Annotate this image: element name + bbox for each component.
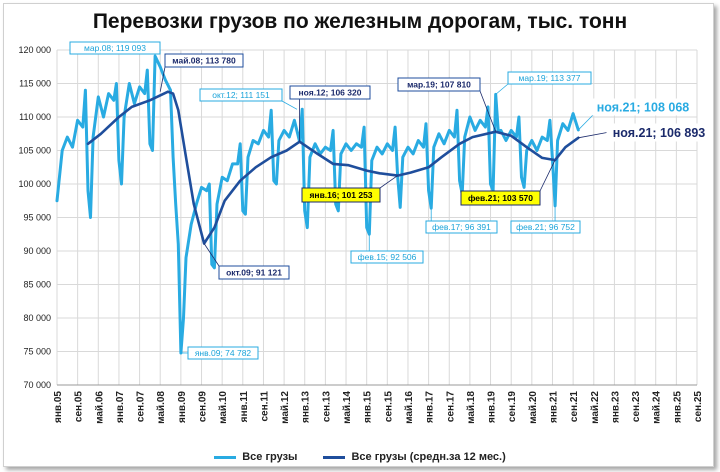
- y-tick-label: 70 000: [23, 380, 51, 390]
- annotation-box: [425, 220, 498, 234]
- x-tick-label: май.24: [652, 391, 663, 424]
- annotation-label: мар.19; 107 810: [407, 80, 471, 90]
- annotation-leader: [539, 159, 556, 192]
- x-axis-ticks: янв.05 сен.05 май.06 янв.07 сен.07 май.08 янв.…: [53, 391, 704, 424]
- annotation-box: [289, 85, 371, 100]
- annotation-label: май.08; 113 780: [172, 56, 236, 66]
- annotations: мар.08; 119 093 май.08; 113 780 окт.12; 11…: [69, 41, 712, 360]
- annotation-label: окт.12; 111 151: [212, 90, 270, 100]
- annotation-label: фев.15; 92 506: [358, 252, 417, 262]
- x-tick-label: май.20: [528, 391, 539, 424]
- legend-swatch-light: [214, 455, 237, 459]
- annotation-label: мар.19; 113 377: [519, 73, 581, 83]
- series-line-moving-average: [86, 90, 580, 245]
- annotation-leader: [203, 243, 220, 267]
- x-tick-label: сен.09: [198, 391, 209, 423]
- annotation-box: [592, 98, 694, 116]
- annotation-box: [218, 265, 290, 280]
- annotation-label: окт.09; 91 121: [226, 268, 282, 278]
- x-tick-label: янв.09: [177, 391, 188, 423]
- legend-label: Все грузы (средн.за 12 мес.): [351, 451, 506, 463]
- x-tick-label: янв.15: [363, 391, 374, 423]
- annotation-box: [350, 250, 424, 264]
- annotation-box: [460, 190, 541, 206]
- x-tick-label: май.22: [590, 391, 601, 424]
- annotation-leader: [281, 100, 298, 110]
- x-tick-label: май.10: [218, 391, 229, 424]
- y-tick-label: 120 000: [18, 45, 51, 55]
- x-tick-label: сен.19: [507, 391, 518, 423]
- annotation-leader: [578, 132, 608, 139]
- series-lines: [55, 54, 580, 355]
- annotation-leader: [578, 114, 594, 131]
- annotation-leader: [495, 83, 509, 95]
- x-tick-label: май.12: [280, 391, 291, 424]
- annotation-box: [199, 88, 283, 102]
- y-tick-label: 100 000: [18, 179, 51, 189]
- annotation-box: [164, 53, 244, 68]
- annotation-box: [510, 220, 581, 234]
- annotation-leader: [379, 175, 398, 189]
- y-axis-ticks: 70 000 75 000 80 000 85 000 90 000 95 000 100 …: [18, 45, 51, 390]
- x-tick-label: янв.13: [301, 391, 312, 423]
- annotation-label: янв.09; 74 782: [195, 348, 252, 358]
- y-tick-label: 105 000: [18, 146, 51, 156]
- x-tick-label: сен.11: [259, 391, 270, 422]
- y-tick-label: 95 000: [23, 213, 51, 223]
- x-tick-label: янв.19: [487, 391, 498, 423]
- annotation-leader: [479, 90, 497, 132]
- series-line-all-cargo: [55, 54, 580, 355]
- x-tick-label: май.16: [404, 391, 415, 424]
- x-tick-label: май.18: [466, 391, 477, 424]
- x-tick-label: янв.25: [672, 391, 683, 423]
- legend-label: Все грузы: [242, 451, 298, 463]
- annotation-label: фев.17; 96 391: [432, 222, 491, 232]
- x-tick-label: май.14: [342, 391, 353, 424]
- x-tick-label: янв.07: [115, 391, 126, 423]
- x-tick-label: сен.17: [445, 391, 456, 423]
- y-tick-label: 90 000: [23, 246, 51, 256]
- legend: Все грузы Все грузы (средн.за 12 мес.): [0, 447, 720, 467]
- annotation-label: ноя.21; 106 893: [613, 126, 706, 140]
- annotation-box: [397, 77, 481, 92]
- annotation-label: ноя.21; 108 068: [597, 101, 690, 115]
- annotation-box: [507, 71, 592, 85]
- annotation-label: мар.08; 119 093: [84, 43, 146, 53]
- annotation-label: янв.16; 101 253: [309, 190, 372, 200]
- annotation-box: [187, 346, 259, 360]
- legend-swatch-dark: [323, 455, 346, 459]
- annotation-label: ноя.12; 106 320: [299, 88, 362, 98]
- x-tick-label: май.06: [94, 391, 105, 424]
- y-tick-label: 85 000: [23, 280, 51, 290]
- chart-frame: [3, 3, 714, 467]
- x-tick-label: янв.21: [548, 391, 559, 423]
- annotation-box: [606, 123, 712, 142]
- annotation-label: фев.21; 96 752: [516, 222, 575, 232]
- chart-title: Перевозки грузов по железным дорогам, ты…: [92, 10, 628, 33]
- x-tick-label: янв.23: [610, 391, 621, 423]
- x-tick-label: сен.21: [569, 391, 580, 423]
- x-tick-label: сен.25: [693, 391, 704, 423]
- annotation-box: [69, 41, 161, 55]
- y-tick-label: 80 000: [23, 313, 51, 323]
- legend-item-moving-average: Все грузы (средн.за 12 мес.): [323, 451, 506, 463]
- x-tick-label: сен.05: [74, 391, 85, 423]
- x-tick-label: янв.11: [239, 391, 250, 423]
- x-tick-label: сен.13: [321, 391, 332, 423]
- legend-item-all-cargo: Все грузы: [214, 451, 297, 463]
- y-tick-label: 115 000: [19, 79, 51, 89]
- x-tick-label: сен.07: [136, 391, 147, 423]
- y-tick-label: 75 000: [23, 347, 51, 357]
- x-tick-label: сен.15: [383, 391, 394, 423]
- x-tick-label: сен.23: [631, 391, 642, 423]
- x-tick-label: янв.17: [425, 391, 436, 423]
- annotation-leader: [159, 66, 166, 92]
- annotation-box: [301, 187, 381, 203]
- annotation-label: фев.21; 103 570: [468, 193, 533, 203]
- x-tick-label: май.08: [156, 391, 167, 424]
- y-tick-label: 110 000: [19, 112, 51, 122]
- x-tick-label: янв.05: [53, 391, 64, 423]
